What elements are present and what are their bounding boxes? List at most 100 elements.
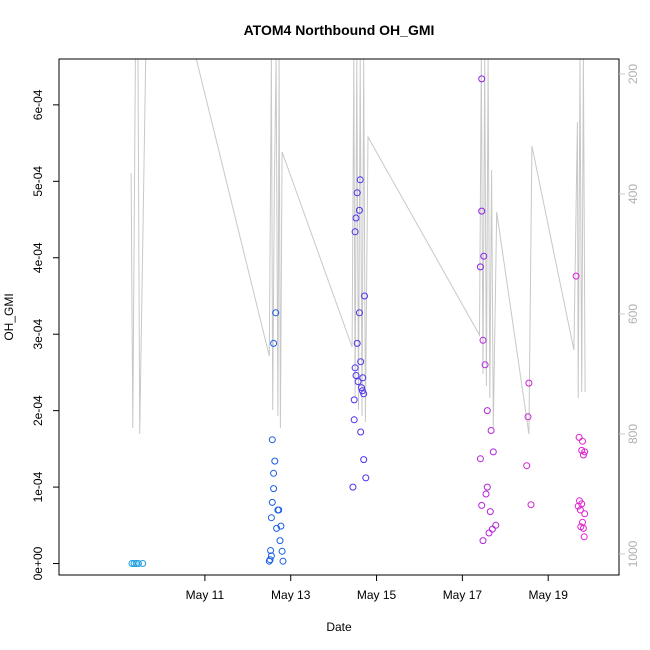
data-point: [579, 524, 587, 532]
data-point: [525, 379, 533, 387]
data-point: [353, 189, 361, 197]
data-point: [478, 501, 486, 509]
y-tick-label: 5e-04: [31, 166, 45, 197]
data-point: [270, 485, 278, 493]
data-point: [268, 436, 276, 444]
x-tick-label: May 11: [186, 588, 225, 602]
data-point: [272, 309, 280, 317]
data-point: [357, 428, 365, 436]
data-point: [481, 361, 489, 369]
y-axis-label: OH_GMI: [2, 293, 16, 340]
data-point: [476, 263, 484, 271]
data-point: [360, 456, 368, 464]
data-point: [581, 510, 589, 518]
data-point: [476, 455, 484, 463]
x-tick-label: May 13: [271, 588, 311, 602]
y-axis: 0e+00 1e-04 2e-04 3e-04 4e-04 5e-04 6e-04: [31, 89, 59, 580]
data-point: [575, 433, 583, 441]
data-point: [267, 514, 275, 522]
pressure-line-layer: [130, 58, 586, 435]
data-point: [485, 529, 493, 537]
data-point: [352, 214, 360, 222]
data-point: [276, 537, 284, 545]
data-point: [267, 547, 275, 554]
data-point: [349, 483, 357, 491]
pressure-line: [130, 58, 586, 435]
data-point: [523, 462, 531, 470]
data-point: [351, 364, 359, 372]
data-point: [489, 448, 497, 456]
data-point: [480, 252, 488, 260]
y2-tick-label: 1000: [626, 540, 640, 567]
data-point: [483, 407, 491, 415]
data-point: [134, 560, 142, 567]
data-point: [356, 176, 364, 184]
data-point: [483, 483, 491, 491]
data-point: [572, 272, 580, 280]
x-tick-label: May 15: [357, 588, 397, 602]
data-point: [362, 474, 370, 482]
data-point: [352, 372, 360, 379]
data-point: [574, 502, 582, 510]
y2-tick-label: 800: [626, 424, 640, 444]
data-point: [479, 336, 487, 344]
data-point: [359, 374, 367, 382]
y-tick-label: 1e-04: [31, 471, 45, 502]
data-point: [482, 490, 490, 498]
data-point: [270, 469, 278, 477]
data-point: [479, 537, 487, 545]
data-point: [486, 508, 494, 516]
data-point: [579, 437, 586, 445]
data-points-layer: [128, 75, 589, 567]
data-point: [139, 560, 147, 567]
data-point: [355, 206, 363, 214]
data-point: [268, 498, 276, 506]
data-point: [358, 387, 366, 395]
plot-frame: [58, 58, 620, 576]
data-point: [478, 207, 486, 215]
data-point: [278, 547, 286, 555]
data-point: [271, 457, 279, 465]
data-point: [350, 416, 358, 424]
data-point: [579, 451, 587, 459]
data-point: [527, 501, 535, 509]
data-point: [355, 309, 363, 317]
data-point: [130, 560, 138, 567]
data-point: [354, 378, 362, 386]
chart-title: ATOM4 Northbound OH_GMI: [244, 22, 435, 38]
y2-tick-label: 600: [626, 304, 640, 324]
data-point: [487, 427, 495, 434]
data-point: [361, 292, 368, 300]
data-point: [267, 552, 275, 560]
data-point: [478, 75, 486, 83]
data-point: [279, 557, 287, 565]
data-point: [350, 396, 358, 404]
data-point: [492, 521, 500, 529]
data-point: [275, 506, 283, 514]
y-tick-label: 3e-04: [31, 319, 45, 350]
data-point: [351, 228, 359, 236]
y-tick-label: 4e-04: [31, 242, 45, 273]
data-point: [353, 339, 361, 347]
secondary-y-axis: 200 400 600 800 1000: [619, 64, 640, 567]
data-point: [576, 506, 584, 514]
data-point: [488, 525, 496, 533]
x-tick-label: May 19: [529, 588, 569, 602]
data-point: [266, 556, 274, 564]
data-point: [581, 448, 589, 456]
y2-tick-label: 400: [626, 184, 640, 204]
data-point: [524, 413, 532, 421]
x-axis-label: Date: [326, 620, 352, 634]
data-point: [357, 358, 365, 366]
y2-tick-label: 200: [626, 64, 640, 84]
data-point: [358, 384, 365, 392]
x-tick-label: May 17: [443, 588, 483, 602]
x-axis: May 11 May 13 May 15 May 17 May 19: [186, 575, 569, 602]
y-tick-label: 2e-04: [31, 395, 45, 426]
data-point: [270, 339, 278, 347]
y-tick-label: 0e+00: [31, 546, 45, 580]
data-point: [277, 522, 285, 530]
y-tick-label: 6e-04: [31, 89, 45, 120]
data-point: [580, 533, 588, 541]
